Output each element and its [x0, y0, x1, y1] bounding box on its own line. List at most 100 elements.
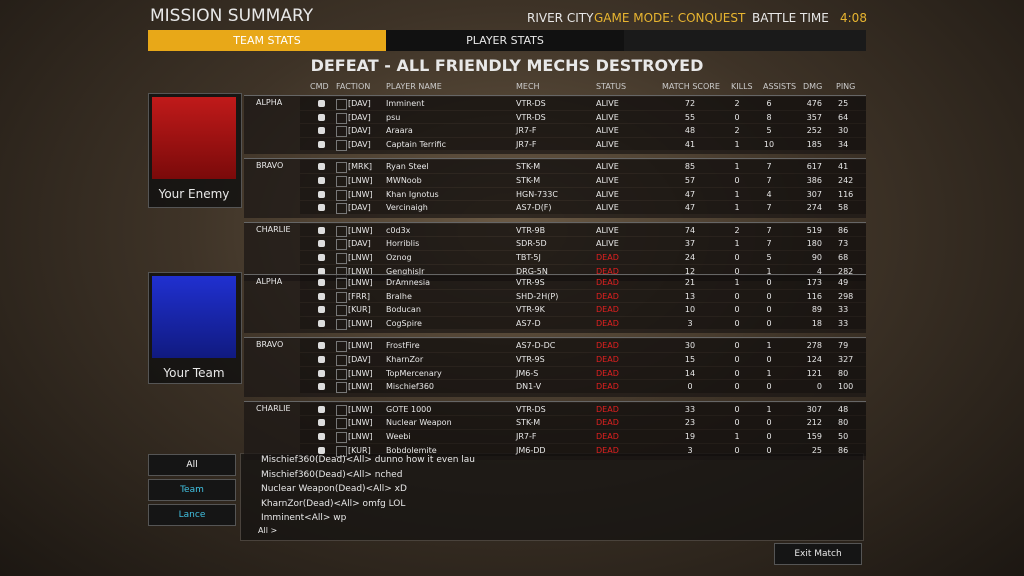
match-score: 21 — [684, 278, 696, 287]
assists: 0 — [766, 278, 772, 287]
faction: [LNW] — [348, 368, 373, 378]
match-score: 85 — [684, 162, 696, 172]
mech: VTR-DS — [516, 99, 546, 108]
row-background — [300, 339, 866, 352]
cmd-icon — [318, 127, 325, 135]
player-name: c0d3x — [386, 225, 411, 235]
status: DEAD — [596, 278, 619, 287]
match-score: 48 — [684, 126, 696, 136]
player-name: Bobdolemite — [386, 445, 437, 455]
row-background — [300, 201, 866, 214]
kills: 1 — [734, 203, 740, 213]
kills: 0 — [734, 355, 740, 364]
faction: [LNW] — [348, 266, 373, 276]
mech: AS7-D — [516, 318, 541, 328]
faction: [LNW] — [348, 176, 373, 185]
faction: [FRR] — [348, 291, 370, 301]
row-background — [300, 137, 866, 151]
status: DEAD — [596, 404, 619, 414]
damage: 180 — [806, 239, 822, 249]
ping: 41 — [838, 162, 849, 172]
row-background — [300, 416, 866, 429]
damage: 274 — [806, 203, 822, 213]
faction: [DAV] — [348, 355, 371, 364]
match-score: 19 — [684, 432, 696, 441]
mech: STK-M — [516, 162, 541, 172]
chat-input[interactable]: All > — [258, 526, 278, 535]
match-score: 10 — [684, 305, 696, 315]
team-emblem — [152, 276, 236, 358]
row-background — [300, 237, 866, 250]
chat-tab[interactable]: Team — [148, 479, 236, 501]
assists: 1 — [766, 341, 772, 351]
chat-message: Nuclear Weapon(Dead)<All> xD — [261, 484, 407, 494]
faction: [DAV] — [348, 112, 371, 122]
chat-tab[interactable]: Lance — [148, 504, 236, 526]
lance-name: CHARLIE — [256, 403, 291, 413]
lance-block — [244, 274, 866, 334]
player-name: Captain Terrific — [386, 139, 446, 149]
kills: 2 — [734, 126, 740, 136]
ping: 49 — [838, 278, 849, 287]
status: ALIVE — [596, 162, 619, 172]
tab-team-stats[interactable]: TEAM STATS — [148, 30, 386, 51]
faction: [LNW] — [348, 278, 373, 287]
lance-block — [244, 400, 866, 461]
row-background — [300, 110, 866, 124]
faction-icon — [336, 162, 347, 174]
row-background — [300, 174, 866, 187]
faction-icon — [336, 112, 347, 124]
cmd-icon — [318, 163, 325, 171]
mech: JM6-S — [516, 368, 539, 378]
assists: 1 — [766, 368, 772, 378]
ping: 64 — [838, 112, 849, 122]
match-score: 37 — [684, 239, 696, 249]
ping: 116 — [838, 189, 854, 199]
mech: VTR-DS — [516, 112, 546, 122]
cmd-icon — [318, 140, 325, 148]
result-banner: DEFEAT - ALL FRIENDLY MECHS DESTROYED — [310, 56, 704, 75]
row-background — [300, 160, 866, 173]
status: DEAD — [596, 382, 619, 392]
player-name: Bralhe — [386, 291, 412, 301]
faction: [MRK] — [348, 162, 372, 172]
cmd-icon — [318, 369, 325, 377]
ping: 33 — [838, 305, 849, 315]
ping: 68 — [838, 253, 849, 262]
kills: 1 — [734, 139, 740, 149]
damage: 252 — [806, 126, 822, 136]
mech: JR7-F — [516, 126, 537, 136]
player-name: MWNoob — [386, 176, 422, 185]
faction-icon — [336, 445, 347, 457]
player-name: GOTE 1000 — [386, 404, 432, 414]
tab-player-stats[interactable]: PLAYER STATS — [386, 30, 624, 51]
kills: 1 — [734, 162, 740, 172]
assists: 0 — [766, 305, 772, 315]
damage: 173 — [806, 278, 822, 287]
status: ALIVE — [596, 203, 619, 213]
chat-tab[interactable]: All — [148, 454, 236, 476]
mech: STK-M — [516, 176, 541, 185]
mech: DRG-5N — [516, 266, 548, 276]
faction: [KUR] — [348, 445, 371, 455]
team-name: Your Team — [163, 366, 225, 380]
exit-button[interactable]: Exit Match — [774, 543, 862, 565]
player-name: Imminent — [386, 99, 425, 108]
lance-block — [244, 337, 866, 397]
faction: [LNW] — [348, 341, 373, 351]
column-header: CMD — [310, 82, 329, 91]
damage: 124 — [806, 355, 822, 364]
faction-icon — [336, 382, 347, 394]
chat-message: Imminent<All> wp — [261, 513, 347, 523]
kills: 1 — [734, 278, 740, 287]
row-background — [300, 380, 866, 393]
kills: 1 — [734, 432, 740, 441]
mech: VTR-9S — [516, 355, 545, 364]
cmd-icon — [318, 113, 325, 121]
lance-name: BRAVO — [256, 161, 284, 171]
kills: 0 — [734, 341, 740, 351]
damage: 386 — [806, 176, 822, 185]
faction: [LNW] — [348, 225, 373, 235]
faction-icon — [336, 139, 347, 151]
damage: 116 — [806, 291, 822, 301]
